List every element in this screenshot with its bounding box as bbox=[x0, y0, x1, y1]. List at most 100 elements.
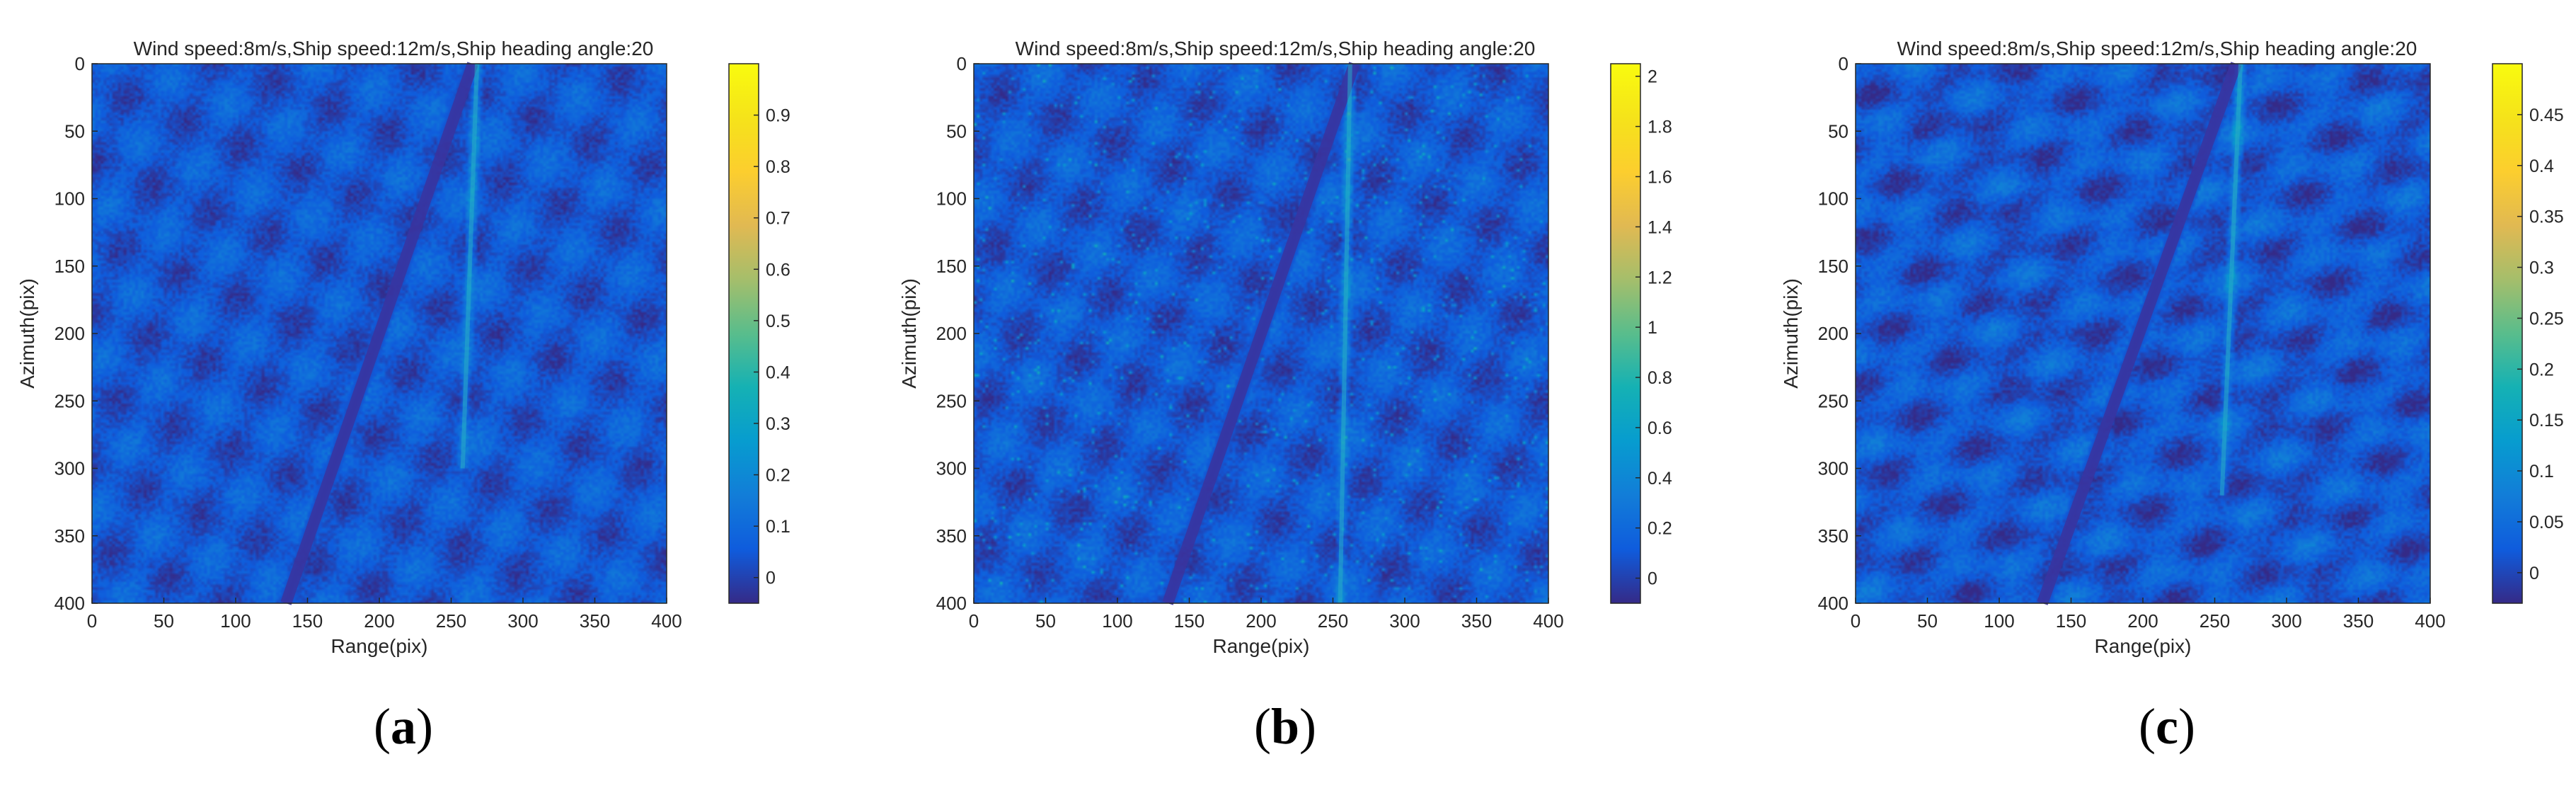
colorbar-tick-label-b: 0.2 bbox=[1648, 519, 1672, 539]
y-tick-label-b: 250 bbox=[936, 390, 967, 411]
y-axis-label-b: Azimuth(pix) bbox=[898, 278, 920, 389]
colorbar-a bbox=[728, 63, 759, 604]
colorbar-tick-label-a: 0.6 bbox=[766, 260, 790, 280]
y-tick-label-c: 150 bbox=[1818, 256, 1848, 277]
y-tick-label-b: 350 bbox=[936, 525, 967, 547]
x-tick-label-a: 350 bbox=[580, 610, 610, 632]
y-tick-label-c: 100 bbox=[1818, 188, 1848, 210]
colorbar-tick-label-a: 0.2 bbox=[766, 466, 790, 486]
colorbar-tick-label-b: 0.8 bbox=[1648, 368, 1672, 388]
x-tick-label-a: 200 bbox=[364, 610, 394, 632]
panel-caption-a: (a) bbox=[374, 698, 433, 755]
x-tick-label-b: 300 bbox=[1389, 610, 1420, 632]
chart-title-c: Wind speed:8m/s,Ship speed:12m/s,Ship he… bbox=[1897, 38, 2417, 59]
y-tick-label-b: 300 bbox=[936, 458, 967, 479]
colorbar-tick-label-c: 0.05 bbox=[2529, 513, 2564, 532]
colorbar-tick-label-b: 0.4 bbox=[1648, 469, 1672, 489]
y-axis-label-c: Azimuth(pix) bbox=[1780, 278, 1802, 389]
y-tick-label-b: 150 bbox=[936, 256, 967, 277]
colorbar-b bbox=[1610, 63, 1641, 604]
y-tick-label-a: 50 bbox=[64, 120, 85, 142]
y-tick-label-b: 400 bbox=[936, 593, 967, 614]
y-tick-label-c: 0 bbox=[1839, 53, 1848, 74]
colorbar-tick-label-b: 1.2 bbox=[1648, 268, 1672, 287]
chart-title-a: Wind speed:8m/s,Ship speed:12m/s,Ship he… bbox=[134, 38, 654, 59]
colorbar-tick-label-b: 1.8 bbox=[1648, 118, 1672, 137]
y-tick-label-b: 100 bbox=[936, 188, 967, 210]
bright-wake-line-a bbox=[460, 63, 480, 469]
y-tick-label-c: 250 bbox=[1818, 390, 1848, 411]
x-tick-label-c: 0 bbox=[1851, 610, 1861, 632]
y-tick-label-b: 50 bbox=[946, 120, 967, 142]
dark-wake-line-a bbox=[280, 62, 478, 605]
colorbar-tick-label-c: 0.45 bbox=[2529, 105, 2564, 125]
x-axis-label-a: Range(pix) bbox=[331, 635, 428, 657]
colorbar-tick-label-a: 0.3 bbox=[766, 414, 790, 434]
x-tick-label-b: 100 bbox=[1102, 610, 1132, 632]
colorbar-tick-label-c: 0.4 bbox=[2529, 156, 2554, 176]
y-axis-label-a: Azimuth(pix) bbox=[16, 278, 38, 389]
x-tick-label-a: 250 bbox=[436, 610, 466, 632]
colorbar-tick-label-c: 0.35 bbox=[2529, 207, 2564, 227]
chart-title-b: Wind speed:8m/s,Ship speed:12m/s,Ship he… bbox=[1016, 38, 1536, 59]
colorbar-tick-label-a: 0.5 bbox=[766, 312, 790, 331]
colorbar-tick-label-a: 0.1 bbox=[766, 517, 790, 537]
y-tick-label-c: 50 bbox=[1828, 120, 1848, 142]
colorbar-tick-label-b: 1.6 bbox=[1648, 167, 1672, 187]
x-tick-label-a: 50 bbox=[154, 610, 174, 632]
colorbar-tick-label-b: 1 bbox=[1648, 318, 1657, 338]
x-tick-label-c: 150 bbox=[2056, 610, 2086, 632]
x-tick-label-b: 50 bbox=[1035, 610, 1056, 632]
x-tick-label-c: 200 bbox=[2127, 610, 2158, 632]
y-tick-label-c: 300 bbox=[1818, 458, 1848, 479]
x-tick-label-c: 250 bbox=[2200, 610, 2230, 632]
colorbar-c bbox=[2492, 63, 2523, 604]
dark-wake-line-c bbox=[2037, 62, 2242, 605]
colorbar-tick-label-b: 0 bbox=[1648, 569, 1657, 589]
panel-caption-a-letter: a bbox=[391, 698, 416, 755]
bright-wake-line-b bbox=[1338, 63, 1352, 604]
bright-wake-line-c bbox=[2219, 63, 2243, 496]
y-tick-label-a: 150 bbox=[54, 256, 85, 277]
y-tick-label-a: 400 bbox=[54, 593, 85, 614]
colorbar-tick-label-b: 1.4 bbox=[1648, 217, 1672, 237]
panel-caption-c-letter: c bbox=[2156, 698, 2178, 755]
colorbar-tick-label-b: 0.6 bbox=[1648, 418, 1672, 438]
x-tick-label-b: 150 bbox=[1174, 610, 1204, 632]
x-axis-label-b: Range(pix) bbox=[1213, 635, 1310, 657]
x-tick-label-c: 400 bbox=[2415, 610, 2445, 632]
x-tick-label-a: 400 bbox=[651, 610, 682, 632]
y-tick-label-a: 200 bbox=[54, 323, 85, 344]
x-tick-label-c: 100 bbox=[1984, 610, 2014, 632]
panel-caption-c: (c) bbox=[2139, 698, 2195, 755]
y-tick-label-a: 0 bbox=[75, 53, 85, 74]
y-tick-label-a: 100 bbox=[54, 188, 85, 210]
colorbar-tick-label-a: 0.9 bbox=[766, 106, 790, 126]
colorbar-tick-label-c: 0.3 bbox=[2529, 258, 2554, 278]
colorbar-tick-label-c: 0.15 bbox=[2529, 411, 2564, 430]
colorbar-tick-label-a: 0.4 bbox=[766, 363, 790, 382]
x-tick-label-a: 150 bbox=[292, 610, 323, 632]
x-tick-label-c: 50 bbox=[1917, 610, 1938, 632]
x-tick-label-a: 100 bbox=[220, 610, 251, 632]
colorbar-tick-label-c: 0 bbox=[2529, 564, 2539, 583]
y-tick-label-c: 200 bbox=[1818, 323, 1848, 344]
x-tick-label-a: 0 bbox=[87, 610, 97, 632]
x-tick-label-c: 300 bbox=[2271, 610, 2301, 632]
x-axis-label-c: Range(pix) bbox=[2095, 635, 2192, 657]
y-tick-label-b: 0 bbox=[957, 53, 967, 74]
colorbar-tick-label-b: 2 bbox=[1648, 67, 1657, 87]
x-tick-label-b: 0 bbox=[969, 610, 979, 632]
colorbar-tick-label-a: 0.8 bbox=[766, 157, 790, 177]
y-tick-label-c: 350 bbox=[1818, 525, 1848, 547]
x-tick-label-b: 250 bbox=[1318, 610, 1348, 632]
x-tick-label-b: 400 bbox=[1533, 610, 1563, 632]
y-tick-label-a: 350 bbox=[54, 525, 85, 547]
dark-wake-line-b bbox=[1162, 62, 1360, 605]
y-tick-label-a: 250 bbox=[54, 390, 85, 411]
colorbar-tick-label-c: 0.1 bbox=[2529, 462, 2554, 481]
colorbar-tick-label-a: 0.7 bbox=[766, 209, 790, 229]
x-tick-label-a: 300 bbox=[507, 610, 538, 632]
y-tick-label-c: 400 bbox=[1818, 593, 1848, 614]
